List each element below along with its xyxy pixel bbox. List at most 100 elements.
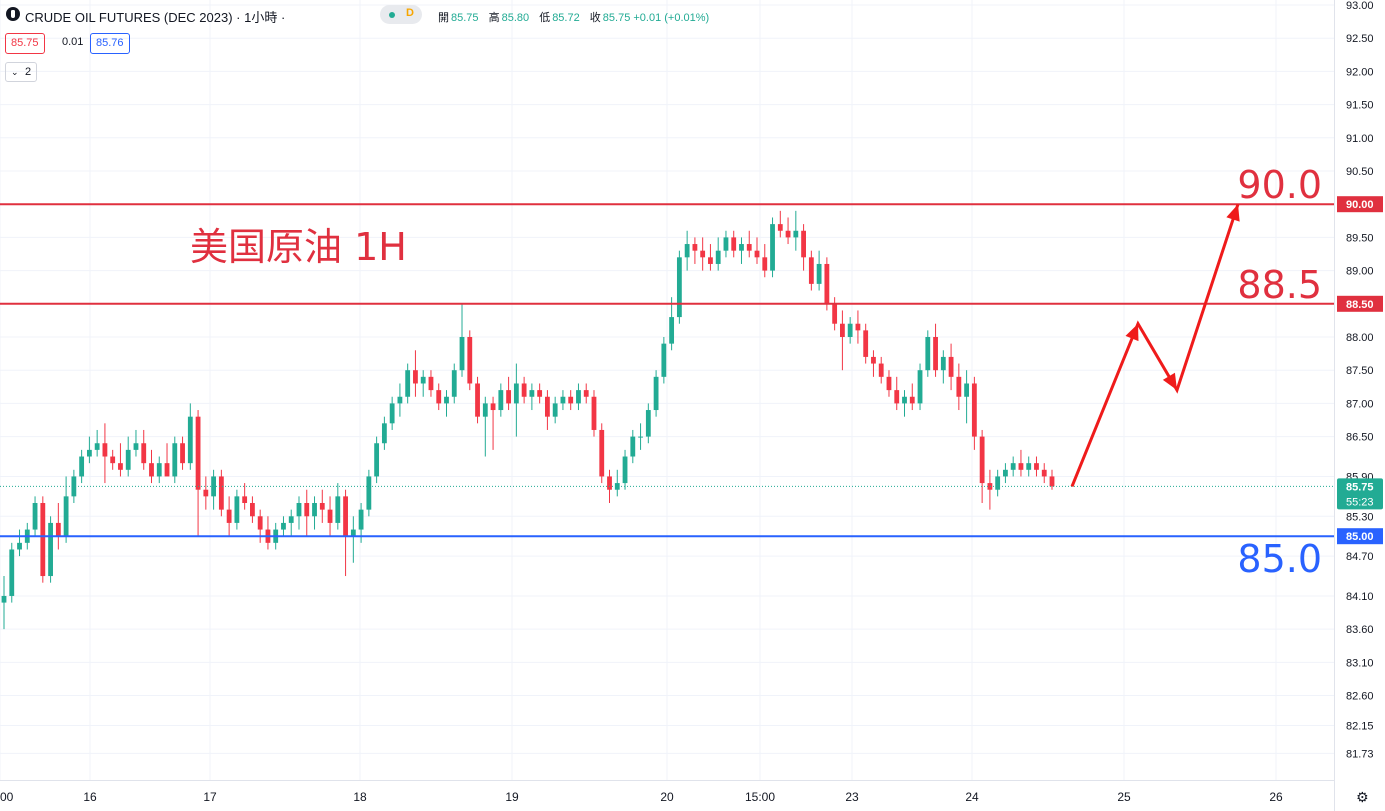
candle-body: [591, 396, 597, 430]
candle-body: [917, 370, 923, 404]
legend-header: CRUDE OIL FUTURES (DEC 2023) · 1小時 · D 開…: [0, 0, 1330, 28]
interval-badge-label: D: [406, 7, 414, 19]
y-tick-label: 87.00: [1346, 398, 1374, 410]
candle-body: [599, 429, 605, 477]
candle-body: [413, 370, 418, 384]
resistance-90-label: 90.0: [1237, 163, 1322, 207]
candle-body: [118, 463, 123, 470]
resistance-90-axis-label: 90.00: [1346, 199, 1374, 211]
candle-body: [506, 390, 511, 404]
candle-body: [187, 416, 193, 464]
y-tick-label: 81.73: [1346, 748, 1374, 760]
candle-body: [754, 250, 760, 258]
ohlc-high-label: 高: [488, 12, 500, 24]
y-tick-label: 83.10: [1346, 657, 1374, 669]
candle-body: [17, 542, 22, 550]
gear-icon[interactable]: ⚙: [1356, 789, 1369, 805]
candle-body: [521, 383, 527, 397]
candle-body: [195, 416, 201, 490]
oil-drop-icon: [6, 7, 20, 21]
x-tick-label: 15:00: [745, 790, 775, 804]
candle-body: [475, 383, 480, 417]
candle-body: [607, 476, 612, 490]
candle-body: [1018, 463, 1024, 470]
sell-price-button[interactable]: 85.75: [5, 33, 45, 54]
buy-price-button[interactable]: 85.76: [90, 33, 130, 54]
support-85-axis-tag: [1337, 528, 1383, 545]
candle-body: [420, 376, 426, 384]
candle-body: [808, 257, 814, 284]
candle-body: [576, 390, 581, 404]
ohlc-close-value: 85.75 +0.01 (+0.01%): [602, 12, 710, 24]
candle-body: [1003, 469, 1008, 477]
candle-body: [133, 443, 139, 450]
x-tick-label: 26: [1269, 790, 1283, 804]
projection-arrowhead: [1226, 204, 1240, 222]
candle-body: [63, 496, 69, 537]
market-status-badge[interactable]: D: [380, 5, 422, 24]
candle-body: [902, 396, 907, 404]
support-85-label: 85.0: [1237, 537, 1322, 581]
countdown-value: 55:23: [1346, 496, 1374, 508]
candle-body: [257, 516, 263, 530]
candle-body: [459, 337, 465, 371]
candle-body: [1034, 463, 1039, 470]
candle-body: [405, 370, 411, 397]
candle-body: [839, 323, 845, 337]
candle-body: [855, 323, 861, 331]
candle-body: [234, 496, 240, 523]
chart-title: 美国原油 1H: [190, 225, 407, 269]
candle-body: [940, 356, 946, 371]
candle-body: [490, 403, 496, 411]
candle-body: [102, 443, 108, 457]
symbol-title[interactable]: CRUDE OIL FUTURES (DEC 2023) · 1小時 ·: [25, 10, 286, 25]
projection-path: [1070, 203, 1240, 487]
candle-body: [886, 376, 892, 391]
candle-body: [48, 522, 53, 577]
x-tick-label: 00: [0, 790, 14, 804]
resistance-88-5-axis-label: 88.50: [1346, 299, 1374, 311]
candle-body: [32, 503, 38, 530]
candle-body: [110, 456, 116, 464]
candle-body: [777, 224, 783, 231]
y-tick-label: 84.70: [1346, 551, 1374, 563]
candle-body: [614, 483, 620, 490]
candle-body: [700, 250, 706, 258]
candle-body: [226, 509, 232, 523]
candle-body: [676, 257, 682, 318]
candle-body: [909, 396, 915, 404]
candle-body: [9, 549, 15, 596]
candle-body: [86, 449, 92, 457]
candle-body: [319, 503, 325, 510]
candle-body: [583, 390, 589, 397]
candle-body: [79, 456, 85, 477]
x-tick-label: 18: [353, 790, 367, 804]
candle-body: [381, 423, 387, 444]
candle-body: [529, 390, 535, 397]
candle-body: [832, 303, 838, 324]
candle-body: [878, 363, 884, 377]
candle-body: [793, 230, 799, 238]
y-tick-label: 86.50: [1346, 432, 1374, 444]
candle-body: [933, 337, 938, 371]
ohlc-close-label: 收: [589, 12, 601, 24]
candle-body: [956, 376, 962, 397]
candle-body: [180, 443, 185, 464]
indicators-toggle-button[interactable]: ⌄ 2: [5, 62, 37, 82]
y-tick-label: 85.30: [1346, 511, 1374, 523]
candle-body: [669, 317, 675, 344]
candle-body: [374, 443, 380, 477]
projection-arrowhead: [1162, 372, 1177, 391]
candle-body: [149, 463, 154, 477]
y-tick-label: 90.50: [1346, 166, 1374, 178]
x-tick-label: 19: [505, 790, 519, 804]
candle-body: [40, 503, 46, 577]
candle-body: [428, 376, 434, 391]
x-tick-label: 16: [83, 790, 97, 804]
ohlc-low-value: 85.72: [552, 12, 580, 24]
candle-body: [218, 476, 224, 510]
candle-body: [164, 463, 170, 477]
y-tick-label: 88.00: [1346, 332, 1374, 344]
